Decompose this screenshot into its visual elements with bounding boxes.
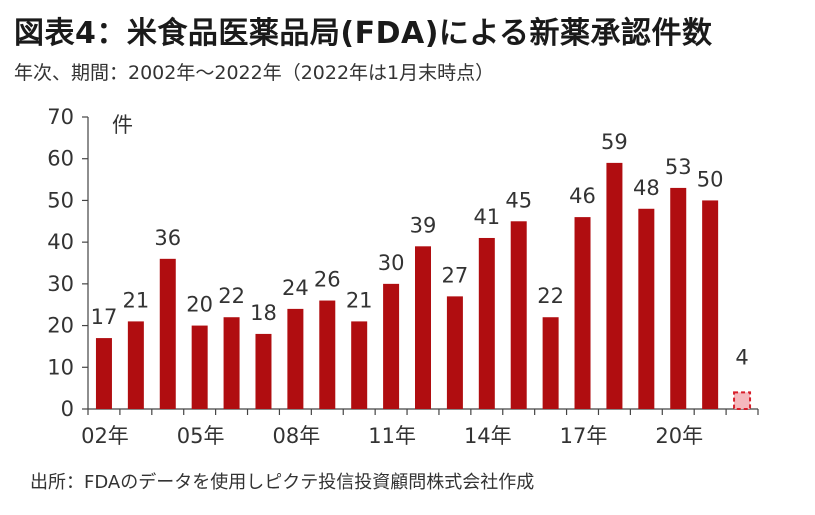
bar — [542, 317, 559, 409]
bar-highlight — [733, 391, 752, 411]
data-label: 50 — [697, 167, 724, 191]
bar — [510, 221, 527, 409]
bar — [446, 296, 463, 409]
y-tick-label: 0 — [61, 397, 74, 421]
data-label: 41 — [473, 205, 500, 229]
bar — [638, 208, 655, 409]
data-label: 22 — [537, 284, 564, 308]
data-label: 48 — [633, 176, 660, 200]
data-label: 21 — [346, 288, 373, 312]
source-note: 出所：FDAのデータを使用しピクテ投信投資顧問株式会社作成 — [30, 472, 535, 493]
data-label: 22 — [218, 284, 245, 308]
bar — [287, 308, 304, 409]
y-tick-label: 10 — [47, 355, 74, 379]
bar — [606, 162, 623, 409]
data-label: 18 — [250, 301, 277, 325]
bar — [478, 237, 495, 409]
data-label: 46 — [569, 184, 596, 208]
chart-title: 図表4：米食品医薬品局(FDA)による新薬承認件数 — [14, 16, 713, 51]
y-tick-label: 50 — [47, 188, 74, 212]
bar — [319, 300, 336, 409]
x-tick-label: 17年 — [560, 424, 608, 448]
bar — [383, 283, 400, 409]
bar — [670, 187, 687, 409]
x-tick-label: 08年 — [273, 424, 321, 448]
x-tick-label: 20年 — [655, 424, 703, 448]
data-label: 36 — [154, 226, 181, 250]
data-label: 4 — [735, 345, 748, 369]
bar — [223, 317, 240, 409]
bar — [95, 338, 112, 409]
data-label: 24 — [282, 276, 309, 300]
y-axis: 0 10 20 30 40 50 60 70 — [47, 105, 89, 421]
x-tick-label: 11年 — [368, 424, 416, 448]
y-tick-label: 20 — [47, 314, 74, 338]
y-tick-label: 70 — [47, 105, 74, 129]
y-tick-label: 40 — [47, 230, 74, 254]
data-label: 26 — [314, 268, 341, 292]
bar — [351, 321, 368, 409]
y-tick-label: 60 — [47, 147, 74, 171]
bar — [574, 217, 591, 409]
x-tick-label: 02年 — [81, 424, 129, 448]
unit-label: 件 — [112, 113, 133, 137]
chart-subtitle: 年次、期間：2002年～2022年（2022年は1月末時点） — [14, 62, 495, 84]
data-label: 21 — [122, 288, 149, 312]
bar — [255, 333, 272, 409]
data-label: 17 — [91, 305, 118, 329]
bars-group — [95, 162, 752, 411]
data-label: 39 — [410, 213, 437, 237]
data-label: 30 — [378, 251, 405, 275]
x-tick-label: 14年 — [464, 424, 512, 448]
bar — [702, 200, 719, 409]
bar — [127, 321, 144, 409]
data-label: 27 — [442, 263, 469, 287]
x-tick-label: 05年 — [177, 424, 225, 448]
bar — [191, 325, 208, 409]
data-label: 20 — [186, 293, 213, 317]
bar — [159, 258, 176, 409]
bar — [415, 246, 431, 409]
x-axis: 02年 05年 08年 11年 14年 17年 20年 — [81, 408, 759, 448]
y-tick-label: 30 — [47, 272, 74, 296]
data-label: 59 — [601, 130, 628, 154]
data-label: 45 — [505, 188, 532, 212]
data-label: 53 — [665, 155, 692, 179]
